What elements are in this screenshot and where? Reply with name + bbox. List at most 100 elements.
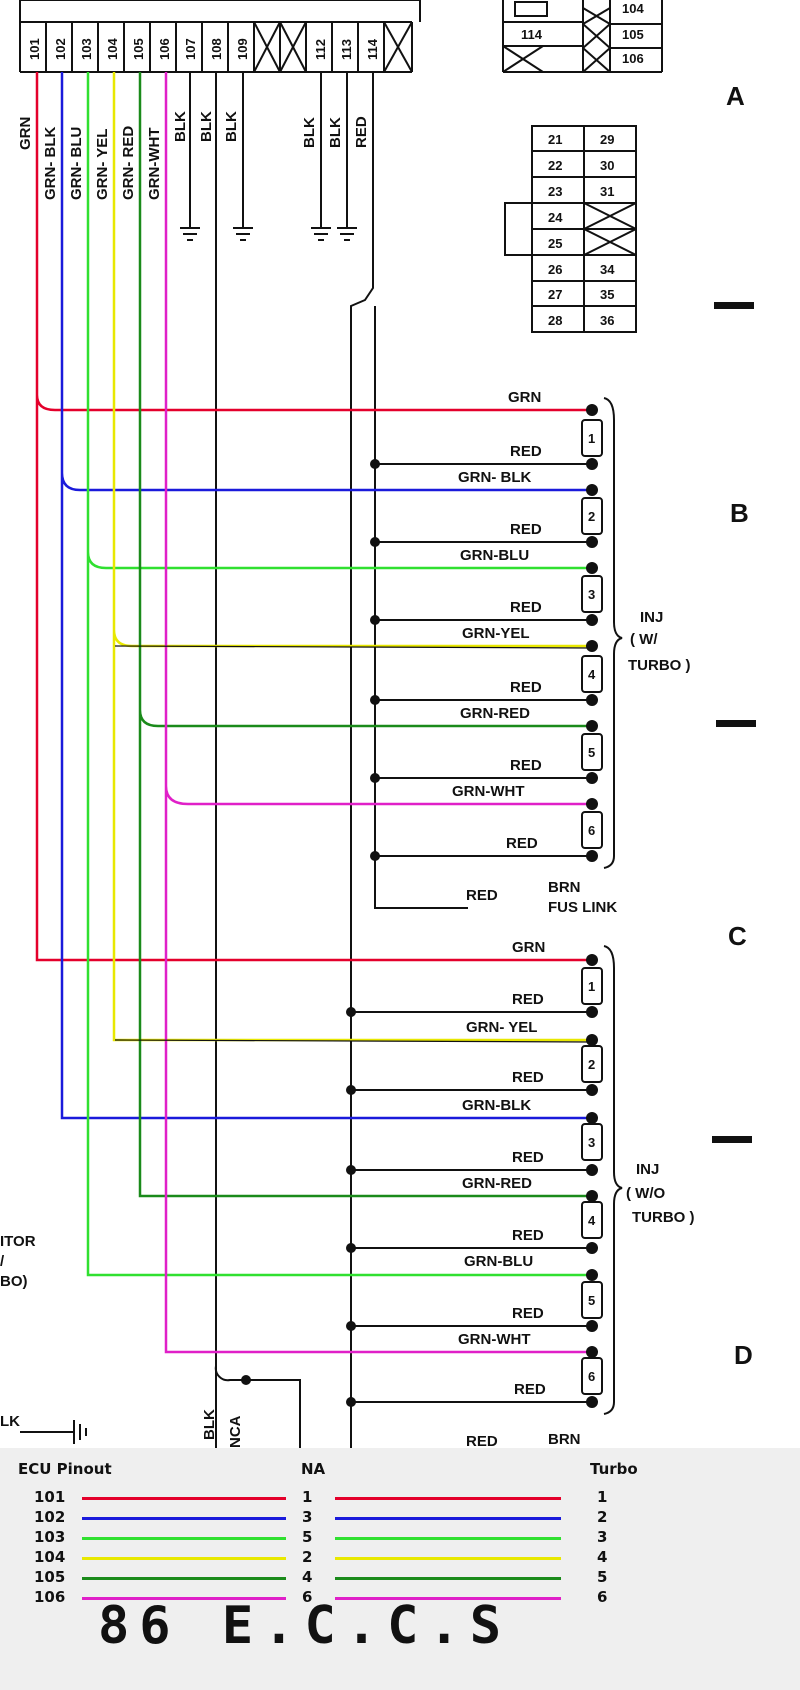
na-signal-3: GRN-BLK <box>462 1097 531 1114</box>
ecu-pin-101: 101 <box>27 38 42 60</box>
inj-na-num-5: 5 <box>588 1293 595 1308</box>
ctr-106: 106 <box>622 51 644 66</box>
ecu-pin-109: 109 <box>235 38 250 60</box>
wire-label-107: BLK <box>172 111 189 142</box>
wire-103-lime <box>86 72 590 1277</box>
wiring-diagram: 101 102 103 104 105 106 107 108 109 112 … <box>0 0 756 1448</box>
wire-label-105: GRN- RED <box>120 126 137 200</box>
na-power-3: RED <box>512 1149 544 1166</box>
injector-turbo-2 <box>581 497 603 535</box>
ecu-pin-105: 105 <box>131 38 146 60</box>
legend-turbo-line <box>335 1577 561 1580</box>
ecu-pin-104: 104 <box>105 38 120 60</box>
legend-na-map: 4 <box>302 1568 313 1586</box>
legend-na-line <box>82 1597 286 1600</box>
legend-turbo-map: 6 <box>597 1588 608 1606</box>
legend-pin: 103 <box>34 1528 66 1546</box>
grid-26: 26 <box>548 262 562 277</box>
left-edge-partial-labels: ITOR / BO) LK <box>0 1233 36 1430</box>
wire-105-green <box>138 72 590 1198</box>
legend-turbo-line <box>335 1537 561 1540</box>
inj-turbo-num-2: 2 <box>588 509 595 524</box>
na-group-title: INJ ( W/O TURBO ) <box>626 1161 695 1226</box>
inj-na-num-4: 4 <box>588 1213 596 1228</box>
legend-title: ECU Pinout <box>18 1460 112 1478</box>
partial-bo: BO) <box>0 1273 28 1290</box>
partial-itor: ITOR <box>0 1233 36 1250</box>
turbo-power-6: RED <box>506 835 538 852</box>
inj-na-num-3: 3 <box>588 1135 595 1150</box>
grid-22: 22 <box>548 158 562 173</box>
turbo-title-2: ( W/ <box>630 631 658 648</box>
na-power-6: RED <box>514 1381 546 1398</box>
injector-na-wire-labels: GRN RED GRN- YEL RED GRN-BLK RED GRN-RED… <box>458 939 581 1448</box>
diagram-title: 86 E.C.C.S <box>98 1596 512 1656</box>
wire-102-blue <box>60 72 590 1120</box>
wire-label-108: BLK <box>198 111 215 142</box>
grid-36: 36 <box>600 313 614 328</box>
connector-grid <box>504 125 637 333</box>
turbo-signal-3: GRN-BLU <box>460 547 529 564</box>
injector-na-1 <box>581 967 603 1005</box>
wire-label-113: BLK <box>327 117 344 148</box>
power-branches <box>351 463 590 1403</box>
legend-na-map: 3 <box>302 1508 313 1526</box>
legend-na-line <box>82 1517 286 1520</box>
inj-turbo-num-1: 1 <box>588 431 595 446</box>
na-group-brace <box>603 945 623 1415</box>
turbo-signal-4: GRN-YEL <box>462 625 530 642</box>
legend-pin: 104 <box>34 1548 66 1566</box>
turbo-feed-label: RED <box>466 887 498 904</box>
injector-turbo-1 <box>581 419 603 457</box>
na-bottom-brn: BRN <box>548 1431 581 1448</box>
inj-turbo-num-3: 3 <box>588 587 595 602</box>
fus-link-brn: BRN <box>548 879 581 896</box>
injector-turbo-numbers: 1 2 3 4 5 6 <box>588 431 596 838</box>
legend-pin: 102 <box>34 1508 66 1526</box>
turbo-group-brace <box>603 397 623 869</box>
section-label-b: B <box>730 498 749 528</box>
na-signal-1: GRN <box>512 939 545 956</box>
injector-turbo-6 <box>581 811 603 849</box>
inj-turbo-num-6: 6 <box>588 823 595 838</box>
wire-label-103: GRN- BLU <box>68 127 85 200</box>
legend-na-map: 6 <box>302 1588 313 1606</box>
inj-turbo-num-4: 4 <box>588 667 596 682</box>
ecu-pin-102: 102 <box>53 38 68 60</box>
grid-21: 21 <box>548 132 562 147</box>
turbo-group-title: INJ ( W/ TURBO ) <box>628 609 691 674</box>
legend-turbo-map: 3 <box>597 1528 608 1546</box>
turbo-power-3: RED <box>510 599 542 616</box>
turbo-title-3: TURBO ) <box>628 657 691 674</box>
ecu-connector <box>19 0 421 73</box>
ctr-104: 104 <box>622 1 644 16</box>
legend-na-line <box>82 1577 286 1580</box>
na-title-2: ( W/O <box>626 1185 665 1202</box>
wire-label-112: BLK <box>301 117 318 148</box>
na-title-1: INJ <box>636 1161 659 1178</box>
legend-na-line <box>82 1537 286 1540</box>
turbo-power-5: RED <box>510 757 542 774</box>
section-label-d: D <box>734 1340 753 1370</box>
legend-turbo-header: Turbo <box>590 1460 638 1478</box>
na-bottom-red: RED <box>466 1433 498 1448</box>
ctr-105: 105 <box>622 27 644 42</box>
legend-pin: 105 <box>34 1568 66 1586</box>
grid-27: 27 <box>548 287 562 302</box>
turbo-power-1: RED <box>510 443 542 460</box>
wire-101-red <box>35 72 590 962</box>
wire-label-102: GRN- BLK <box>42 127 59 200</box>
na-title-3: TURBO ) <box>632 1209 695 1226</box>
inj-na-num-1: 1 <box>588 979 595 994</box>
ground-and-power-wires <box>20 72 468 1448</box>
legend-na-map: 2 <box>302 1548 313 1566</box>
turbo-power-4: RED <box>510 679 542 696</box>
legend-turbo-map: 5 <box>597 1568 608 1586</box>
ctr-114: 114 <box>521 27 543 42</box>
ecu-pin-labels: 101 102 103 104 105 106 107 108 109 112 … <box>27 38 380 60</box>
injector-turbo-5 <box>581 733 603 771</box>
connector-top-right-labels: 104 105 106 114 <box>521 1 644 66</box>
wire-label-106: GRN-WHT <box>146 128 163 200</box>
wire-label-114: RED <box>353 116 370 148</box>
turbo-signal-2: GRN- BLK <box>458 469 531 486</box>
